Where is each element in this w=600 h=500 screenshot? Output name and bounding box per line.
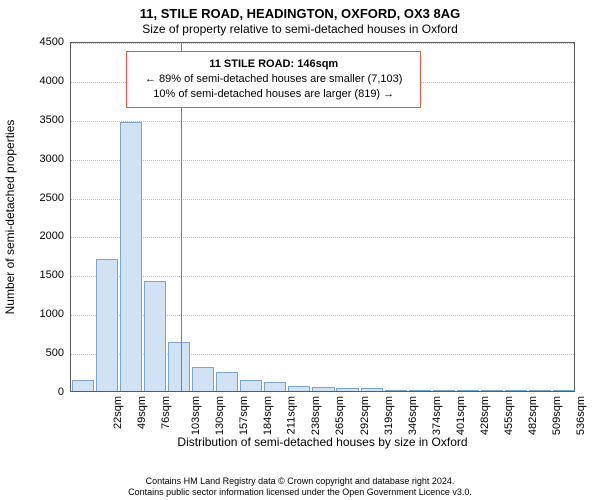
y-tick-label: 2000 — [14, 230, 64, 242]
x-tick-label: 265sqm — [335, 396, 347, 435]
y-tick-label: 4000 — [14, 75, 64, 87]
histogram-bar — [192, 367, 214, 391]
y-tick-label: 500 — [14, 347, 64, 359]
x-tick-label: 184sqm — [262, 396, 274, 435]
x-tick-label: 428sqm — [479, 396, 491, 435]
y-tick-label: 3500 — [14, 114, 64, 126]
x-tick-label: 346sqm — [407, 396, 419, 435]
y-tick-label: 1000 — [14, 308, 64, 320]
x-tick-label: 130sqm — [214, 396, 226, 435]
chart-title-sub: Size of property relative to semi-detach… — [0, 22, 600, 36]
x-tick-label: 103sqm — [190, 396, 202, 435]
y-axis-label: Number of semi-detached properties — [3, 120, 17, 315]
histogram-bar — [336, 388, 358, 391]
histogram-bar — [312, 387, 334, 391]
footer-line-1: Contains HM Land Registry data © Crown c… — [0, 476, 600, 487]
histogram-bar — [264, 382, 286, 391]
y-tick-label: 2500 — [14, 192, 64, 204]
annotation-box: 11 STILE ROAD: 146sqm ← 89% of semi-deta… — [126, 51, 421, 108]
x-tick-label: 509sqm — [551, 396, 563, 435]
x-axis-label: Distribution of semi-detached houses by … — [70, 435, 575, 449]
histogram-bar — [216, 372, 238, 391]
histogram-bar — [72, 380, 94, 391]
plot-area: 11 STILE ROAD: 146sqm ← 89% of semi-deta… — [70, 42, 575, 392]
x-tick-label: 536sqm — [575, 396, 587, 435]
x-tick-label: 49sqm — [136, 396, 148, 429]
footer-line-2: Contains public sector information licen… — [0, 487, 600, 498]
annotation-smaller: ← 89% of semi-detached houses are smalle… — [145, 72, 402, 87]
x-tick-label: 211sqm — [286, 396, 298, 434]
x-tick-label: 76sqm — [160, 396, 172, 429]
histogram-bar — [288, 386, 310, 391]
x-tick-label: 374sqm — [431, 396, 443, 435]
footer-attribution: Contains HM Land Registry data © Crown c… — [0, 476, 600, 499]
histogram-bar — [361, 388, 383, 391]
histogram-bar — [553, 390, 575, 391]
annotation-larger: 10% of semi-detached houses are larger (… — [145, 87, 402, 102]
x-tick-label: 292sqm — [359, 396, 371, 435]
chart-title-main: 11, STILE ROAD, HEADINGTON, OXFORD, OX3 … — [0, 6, 600, 21]
y-tick-label: 1500 — [14, 269, 64, 281]
x-tick-label: 455sqm — [503, 396, 515, 435]
histogram-bar — [433, 390, 455, 391]
histogram-bar — [96, 259, 118, 391]
histogram-bar — [481, 390, 503, 391]
histogram-bar — [385, 390, 407, 391]
y-tick-label: 0 — [14, 386, 64, 398]
histogram-bar — [240, 380, 262, 391]
annotation-title: 11 STILE ROAD: 146sqm — [145, 57, 402, 72]
histogram-bar — [120, 122, 142, 391]
y-tick-label: 4500 — [14, 36, 64, 48]
x-tick-label: 319sqm — [383, 396, 395, 435]
x-tick-label: 22sqm — [112, 396, 124, 429]
histogram-bar — [529, 390, 551, 391]
histogram-bar — [144, 281, 166, 391]
y-tick-label: 3000 — [14, 153, 64, 165]
histogram-bar — [505, 390, 527, 391]
x-tick-label: 157sqm — [238, 396, 250, 435]
histogram-bar — [409, 390, 431, 391]
histogram-bar — [168, 342, 190, 391]
x-tick-label: 238sqm — [311, 396, 323, 435]
histogram-bar — [457, 390, 479, 391]
x-tick-label: 482sqm — [527, 396, 539, 435]
x-tick-label: 401sqm — [455, 396, 467, 435]
chart-container: 11, STILE ROAD, HEADINGTON, OXFORD, OX3 … — [0, 0, 600, 500]
